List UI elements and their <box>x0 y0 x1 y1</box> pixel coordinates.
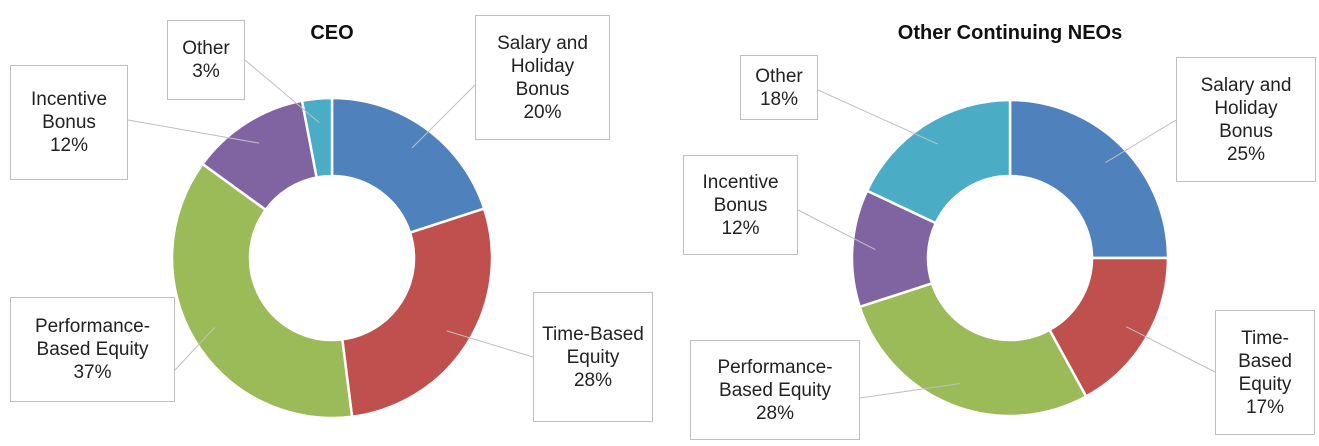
leader-line <box>244 59 320 123</box>
leader-line <box>127 119 260 144</box>
value-label: 17% <box>1245 396 1285 418</box>
donut-slice <box>1008 98 1170 260</box>
data-label: Salary and Holiday Bonus 20% <box>475 15 610 140</box>
leader-line <box>797 209 876 250</box>
leader-line <box>817 89 938 145</box>
value-label: 18% <box>759 88 799 110</box>
leader-line <box>859 383 961 399</box>
category-label: Other <box>755 65 803 87</box>
data-label: Incentive Bonus 12% <box>683 155 798 255</box>
leader-line <box>174 326 216 371</box>
donut-slice <box>170 162 354 420</box>
value-label: 12% <box>721 217 760 239</box>
donut-slice <box>865 98 1012 225</box>
data-label: Time-Based Equity 17% <box>1215 310 1315 435</box>
data-label: Other 18% <box>740 55 818 120</box>
category-label: Incentive Bonus <box>702 171 779 216</box>
chart-title: CEO <box>310 22 354 44</box>
category-label: Performance-Based Equity <box>717 356 833 401</box>
leader-line <box>446 330 534 358</box>
donut-slice <box>330 96 486 235</box>
data-label: Other 3% <box>167 20 245 100</box>
value-label: 25% <box>1226 143 1266 165</box>
leader-line <box>1125 326 1216 373</box>
category-label: Performance-Based Equity <box>34 316 151 360</box>
donut-slice <box>340 206 494 419</box>
category-label: Time-Based Equity <box>542 323 644 368</box>
chart-title: Other Continuing NEOs <box>897 22 1123 44</box>
donut-slice <box>1047 256 1170 399</box>
category-label: Other <box>182 38 230 59</box>
data-label: Performance-Based Equity 28% <box>690 340 860 440</box>
category-label: Salary and Holiday Bonus <box>497 32 588 100</box>
value-label: 28% <box>755 402 795 424</box>
data-label: Time-Based Equity 28% <box>533 292 653 422</box>
donut-slice <box>300 96 334 179</box>
leader-line <box>1105 119 1177 163</box>
value-label: 3% <box>192 61 220 82</box>
data-label: Performance-Based Equity 37% <box>10 297 175 402</box>
value-label: 28% <box>573 369 613 391</box>
value-label: 20% <box>523 101 562 123</box>
category-label: Salary and Holiday Bonus <box>1200 74 1292 142</box>
category-label: Time-Based Equity <box>1238 327 1292 395</box>
value-label: 37% <box>73 362 112 383</box>
donut-slice <box>858 281 1088 418</box>
data-label: Salary and Holiday Bonus 25% <box>1176 57 1316 182</box>
leader-line <box>411 84 476 149</box>
data-label: Incentive Bonus 12% <box>10 65 128 180</box>
category-label: Incentive Bonus <box>30 89 108 133</box>
value-label: 12% <box>49 135 89 156</box>
